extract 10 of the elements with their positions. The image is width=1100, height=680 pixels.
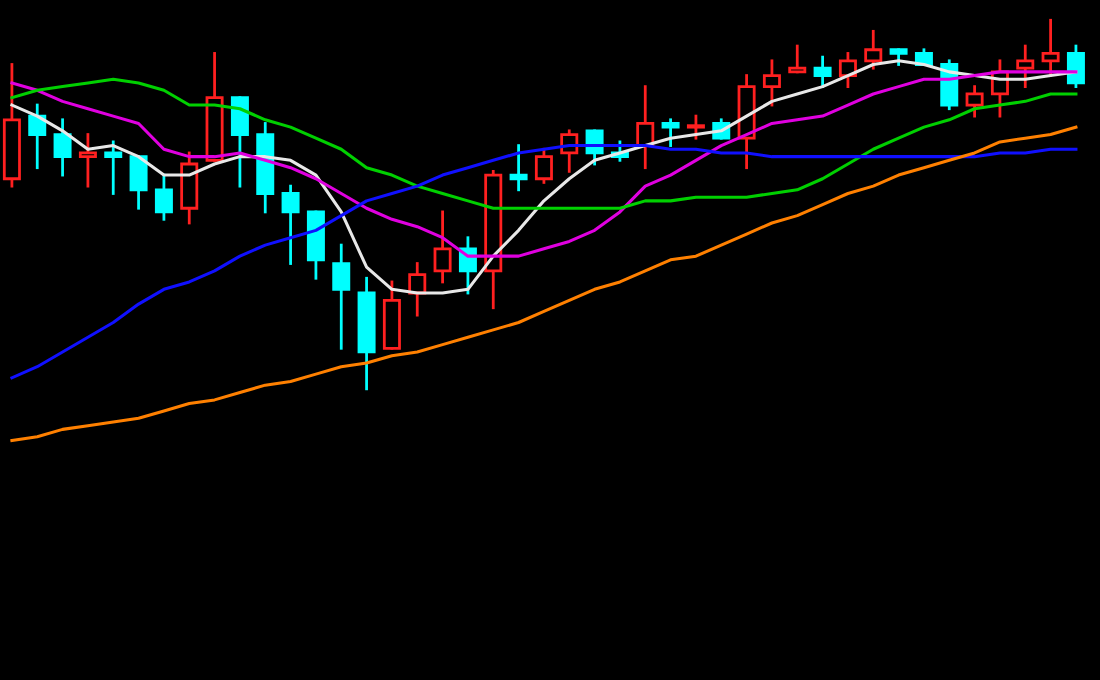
candlestick	[357, 276, 376, 391]
candlestick	[256, 122, 275, 214]
candlestick	[78, 133, 97, 188]
candlestick	[28, 103, 47, 170]
candlestick	[433, 210, 452, 284]
candlestick	[509, 144, 528, 192]
candlestick	[281, 184, 300, 265]
candlestick	[332, 243, 351, 350]
candlestick	[1016, 44, 1035, 88]
candlestick	[661, 118, 680, 147]
